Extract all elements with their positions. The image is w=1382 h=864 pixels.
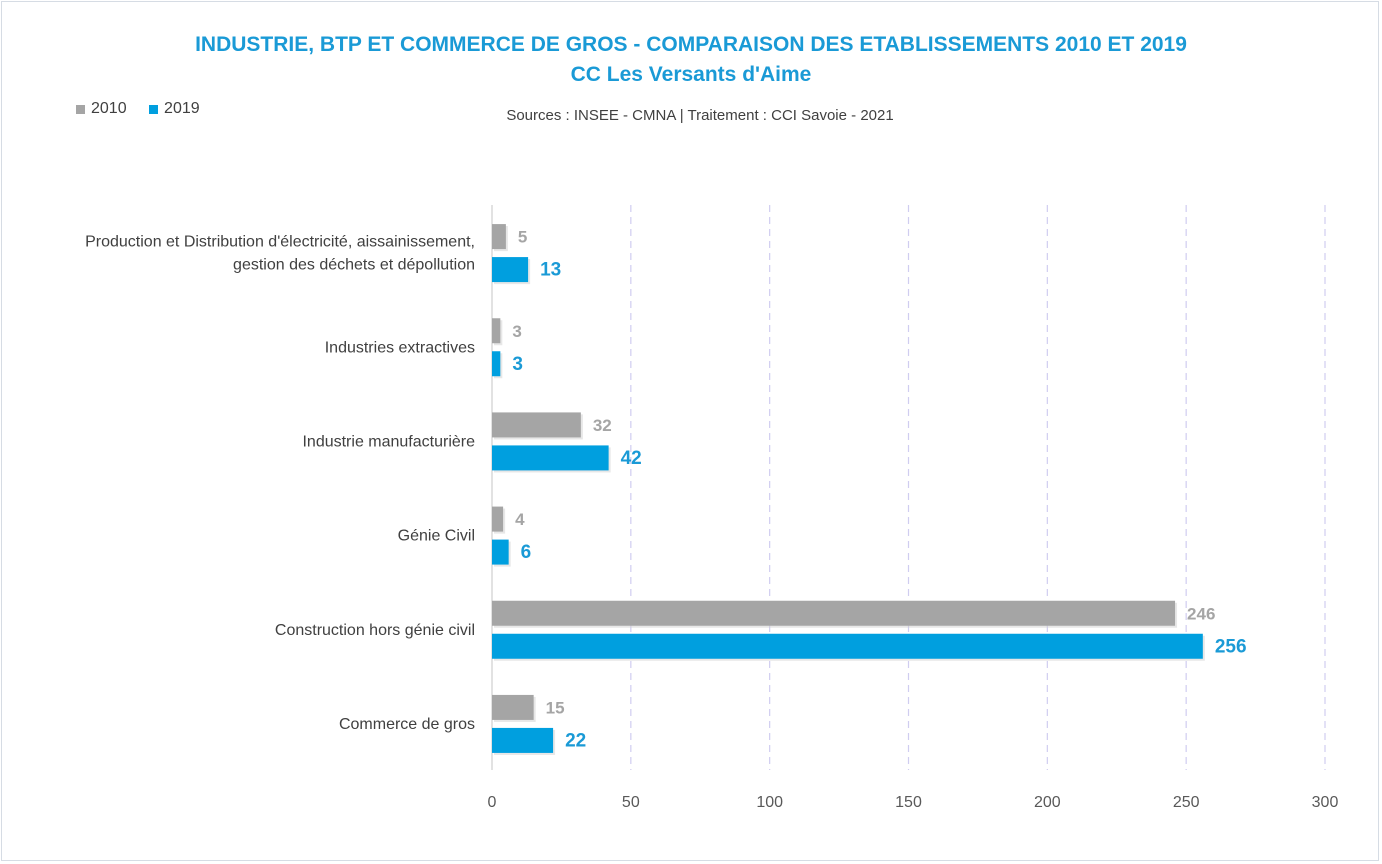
x-tick-label: 200 <box>1034 794 1061 811</box>
x-tick-label: 150 <box>895 794 922 811</box>
x-tick-label: 100 <box>756 794 783 811</box>
legend-swatch-2019 <box>149 104 159 114</box>
x-tick-label: 50 <box>622 794 640 811</box>
bar-2010 <box>492 318 501 344</box>
category-label: Commerce de gros <box>339 716 475 733</box>
legend-item-2019: 2019 <box>149 100 200 118</box>
data-label-2010: 15 <box>546 698 565 717</box>
legend-swatch-2010 <box>76 104 85 114</box>
x-tick-label: 0 <box>488 794 497 811</box>
bar-2019 <box>492 539 509 565</box>
legend-item-2010: 2010 <box>76 100 127 118</box>
bar-2019 <box>492 633 1203 659</box>
category-label: Génie Civil <box>398 528 475 545</box>
data-label-2019: 42 <box>621 448 642 469</box>
bar-2019 <box>492 351 501 377</box>
category-label-line: Industries extractives <box>325 339 475 356</box>
bar-2019 <box>492 727 554 753</box>
category-label: Industries extractives <box>325 339 475 356</box>
x-tick-label: 250 <box>1173 794 1200 811</box>
chart-subtitle: CC Les Versants d'Aime <box>570 63 812 86</box>
bar-2010 <box>492 412 581 438</box>
bar-2010 <box>492 694 534 720</box>
data-label-2010: 5 <box>518 228 527 247</box>
data-label-2019: 22 <box>565 730 586 751</box>
category-label-line: gestion des déchets et dépollution <box>233 257 475 274</box>
category-label-line: Génie Civil <box>398 528 475 545</box>
bar-2010 <box>492 506 504 532</box>
data-label-2010: 3 <box>512 322 521 341</box>
bar-2019 <box>492 445 609 471</box>
legend-label-2019: 2019 <box>164 100 200 117</box>
category-label: Production et Distribution d'électricité… <box>85 234 475 274</box>
category-label-line: Commerce de gros <box>339 716 475 733</box>
category-label-line: Production et Distribution d'électricité… <box>85 234 475 251</box>
category-label-line: Industrie manufacturière <box>302 433 475 450</box>
data-label-2010: 246 <box>1187 604 1215 623</box>
category-label: Construction hors génie civil <box>275 622 475 639</box>
data-label-2019: 6 <box>521 542 532 563</box>
bar-2010 <box>492 600 1176 626</box>
legend: 2010 2019 <box>76 100 218 119</box>
chart-title: INDUSTRIE, BTP ET COMMERCE DE GROS - COM… <box>195 33 1187 56</box>
data-label-2019: 3 <box>512 354 523 375</box>
data-label-2010: 32 <box>593 416 612 435</box>
category-label-line: Construction hors génie civil <box>275 622 475 639</box>
bar-2019 <box>492 257 529 283</box>
category-label: Industrie manufacturière <box>302 433 475 450</box>
legend-label-2010: 2010 <box>91 100 127 117</box>
data-label-2019: 13 <box>540 260 561 281</box>
bar-2010 <box>492 224 506 250</box>
x-tick-label: 300 <box>1312 794 1339 811</box>
source-note: Sources : INSEE - CMNA | Traitement : CC… <box>506 107 894 124</box>
data-label-2019: 256 <box>1215 636 1247 657</box>
data-label-2010: 4 <box>515 510 525 529</box>
